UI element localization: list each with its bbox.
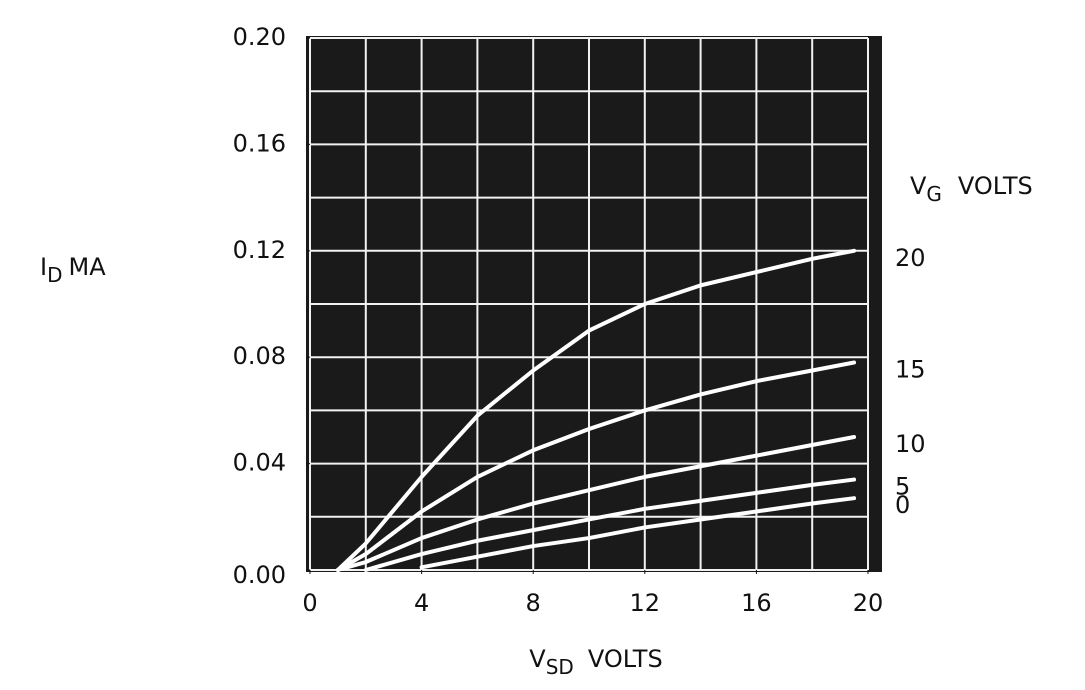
x-axis-label: VSD VOLTS bbox=[529, 645, 662, 679]
series-label: 0 bbox=[895, 491, 910, 519]
x-tick-label: 4 bbox=[414, 589, 429, 617]
x-label-unit: VOLTS bbox=[588, 645, 663, 673]
chart: IDMA VSDVOLTS VGVOLTS 0.000.040.080.120.… bbox=[0, 0, 1085, 690]
y-tick-label: 0.12 bbox=[233, 236, 286, 264]
y-tick-label: 0.08 bbox=[233, 342, 286, 370]
y-label-symbol: I bbox=[40, 253, 47, 281]
legend-subscript: G bbox=[926, 182, 942, 206]
y-tick-label: 0.00 bbox=[233, 561, 286, 589]
x-tick-label: 12 bbox=[630, 589, 661, 617]
legend-unit: VOLTS bbox=[958, 172, 1033, 200]
y-tick-label: 0.20 bbox=[233, 23, 286, 51]
x-label-symbol: V bbox=[529, 645, 546, 673]
y-label-subscript: D bbox=[47, 263, 62, 287]
legend-title: VG VOLTS bbox=[910, 172, 1033, 206]
x-label-subscript: SD bbox=[546, 655, 574, 679]
x-tick-label: 0 bbox=[302, 589, 317, 617]
x-tick-label: 8 bbox=[526, 589, 541, 617]
series-label: 20 bbox=[895, 244, 926, 272]
x-tick-label: 16 bbox=[741, 589, 772, 617]
y-tick-label: 0.16 bbox=[233, 129, 286, 157]
y-label-unit: MA bbox=[68, 253, 106, 281]
series-label: 15 bbox=[895, 356, 926, 384]
y-tick-label: 0.04 bbox=[233, 449, 286, 477]
x-tick-label: 20 bbox=[853, 589, 884, 617]
legend-symbol: V bbox=[910, 172, 927, 200]
series-label: 10 bbox=[895, 430, 926, 458]
